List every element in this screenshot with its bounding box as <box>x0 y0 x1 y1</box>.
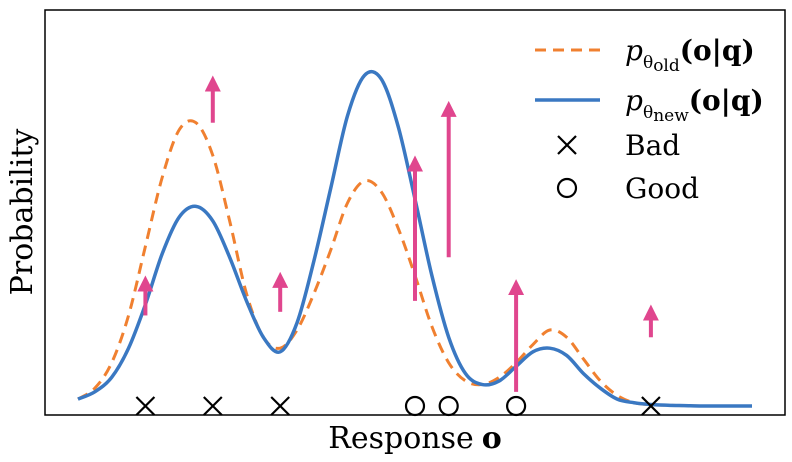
legend-new-main: p <box>625 84 643 117</box>
legend-old-sub1: θ <box>643 53 653 73</box>
x-axis-label-symbol: o <box>482 421 502 456</box>
legend-label-old: pθold(o|q) <box>625 34 755 76</box>
marker-bad-0 <box>135 396 156 416</box>
legend-old-args: (o|q) <box>680 34 755 67</box>
legend-new-args: (o|q) <box>689 84 764 117</box>
markers-layer <box>135 395 661 417</box>
marker-good-4 <box>438 395 459 417</box>
legend-label-new: pθnew(o|q) <box>625 84 764 126</box>
legend-bad-marker <box>557 135 577 155</box>
legend: pθold(o|q) pθnew(o|q) Bad Good <box>535 34 764 205</box>
legend-new-sub2: new <box>653 106 689 126</box>
arrows-layer <box>137 75 659 392</box>
x-axis-label: Response o <box>328 421 502 456</box>
legend-old-main: p <box>625 34 643 67</box>
legend-old-sub2: old <box>653 56 680 76</box>
legend-good-marker <box>556 177 578 199</box>
legend-label-bad: Bad <box>625 129 680 162</box>
marker-bad-1 <box>203 396 223 416</box>
marker-good-5 <box>505 395 527 417</box>
legend-label-good: Good <box>625 172 699 205</box>
marker-bad-2 <box>270 396 290 416</box>
marker-bad-6 <box>641 396 661 416</box>
legend-new-sub1: θ <box>643 103 653 123</box>
x-axis-label-text: Response <box>328 421 473 456</box>
marker-good-3 <box>404 395 426 417</box>
y-axis-label: Probability <box>5 129 40 296</box>
